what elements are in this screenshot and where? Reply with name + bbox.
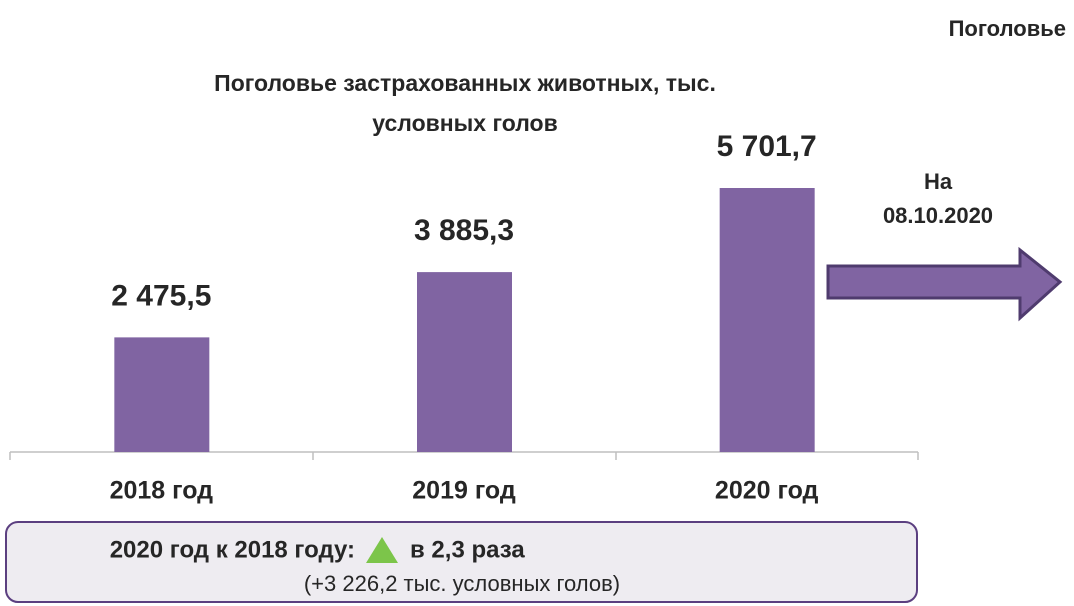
axis-ticks <box>9 452 919 460</box>
summary-lead: 2020 год к 2018 году: <box>110 536 355 563</box>
header: Поголовье <box>949 16 1066 41</box>
data-label: 2 475,5 <box>111 279 211 312</box>
x-tick-label: 2020 год <box>715 477 819 505</box>
summary-note: (+3 226,2 тыс. условных голов) <box>304 571 620 596</box>
data-label: 3 885,3 <box>414 214 514 247</box>
summary-box <box>5 521 918 603</box>
x-tick-label: 2018 год <box>110 477 214 505</box>
chart-title: Поголовье застрахованных животных, тыс. у… <box>214 70 716 136</box>
x-tick-label: 2019 год <box>412 477 516 505</box>
summary-change: в 2,3 раза <box>410 536 525 563</box>
arrow-label: 08.10.2020 <box>883 203 993 228</box>
data-label: 5 701,7 <box>717 130 817 163</box>
bar <box>719 188 815 452</box>
arrow <box>826 246 1063 322</box>
bar <box>114 337 210 452</box>
bar <box>417 272 512 452</box>
up-icon <box>366 537 398 563</box>
arrow-label: На <box>924 169 953 194</box>
